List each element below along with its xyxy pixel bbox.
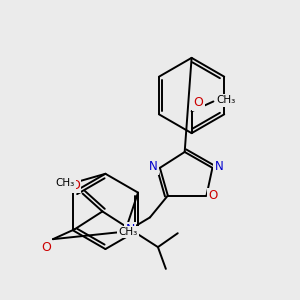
- Text: N: N: [125, 223, 135, 236]
- Text: O: O: [41, 241, 51, 254]
- Text: O: O: [194, 96, 203, 110]
- Text: CH₃: CH₃: [216, 95, 236, 106]
- Text: N: N: [214, 160, 223, 173]
- Text: N: N: [149, 160, 158, 173]
- Text: O: O: [208, 189, 218, 202]
- Text: CH₃: CH₃: [56, 178, 75, 188]
- Text: O: O: [70, 178, 80, 192]
- Text: CH₃: CH₃: [118, 227, 138, 237]
